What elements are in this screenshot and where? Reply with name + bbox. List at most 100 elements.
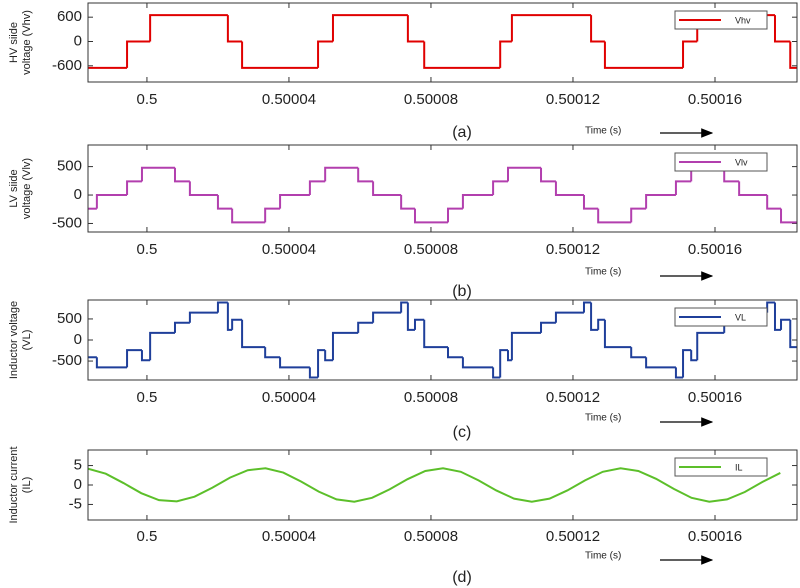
caption: (c) <box>453 424 472 441</box>
step-segment <box>645 357 676 369</box>
plot-frame <box>87 299 798 381</box>
step-segment <box>140 350 151 362</box>
plot-area <box>88 166 797 224</box>
step-segment <box>331 14 408 42</box>
step-segment <box>400 195 415 210</box>
x-tick-label: 0.50012 <box>546 528 600 545</box>
step-segment <box>674 367 684 379</box>
step-segment <box>241 319 266 349</box>
x-axis-label: Time (s) <box>585 126 621 137</box>
plot-frame <box>87 449 798 521</box>
step-segment <box>324 350 333 362</box>
step-segment <box>126 180 142 196</box>
legend-label: VL <box>735 312 746 322</box>
legend-label: Vhv <box>735 15 751 25</box>
x-tick-label: 0.50016 <box>688 91 742 108</box>
y-axis-label: voltage (Vhv) <box>21 10 33 75</box>
step-segment <box>372 311 402 323</box>
y-axis-label: (VL) <box>21 330 33 351</box>
step-segment <box>773 15 791 43</box>
step-segment <box>499 40 512 68</box>
step-segment <box>216 195 233 210</box>
step-segment <box>789 319 797 349</box>
step-segment <box>231 208 266 224</box>
subplot: -5 0 5 0.5 0.50004 0.50008 0.50012 0.50016 IL Ind… <box>8 446 798 586</box>
step-segment <box>773 302 782 331</box>
y-axis-label: voltage (Vlv) <box>21 158 33 219</box>
step-segment <box>406 15 425 43</box>
step-segment <box>590 302 599 331</box>
y-tick-label: 0 <box>74 331 82 348</box>
step-segment <box>372 181 402 197</box>
plot-frame <box>87 2 798 83</box>
step-segment <box>423 319 449 349</box>
x-tick-label: 0.50008 <box>404 91 458 108</box>
x-tick-label: 0.50008 <box>404 241 458 258</box>
step-segment <box>630 347 647 359</box>
x-tick-label: 0.50012 <box>546 389 600 406</box>
y-axis-label: LV siide <box>8 169 20 207</box>
step-segment <box>492 180 509 196</box>
caption: (b) <box>452 283 472 300</box>
step-segment <box>738 181 768 197</box>
step-segment <box>317 40 333 68</box>
y-tick-label: 0 <box>74 32 82 49</box>
step-segment <box>357 167 374 183</box>
step-segment <box>173 167 190 183</box>
step-segment <box>789 41 797 69</box>
step-segment <box>723 167 740 183</box>
step-segment <box>682 349 692 378</box>
x-axis-label: Time (s) <box>585 267 621 278</box>
step-segment <box>645 194 676 209</box>
y-tick-label: -500 <box>52 214 82 231</box>
step-segment <box>690 350 698 362</box>
y-tick-label: 0 <box>74 186 82 203</box>
step-segment <box>492 367 501 379</box>
step-segment <box>126 349 142 368</box>
x-tick-label: 0.50004 <box>262 389 316 406</box>
x-tick-label: 0.50004 <box>262 241 316 258</box>
series-line <box>88 467 781 503</box>
plot-area <box>88 467 781 503</box>
x-tick-label: 0.50016 <box>688 528 742 545</box>
caption: (d) <box>452 569 472 586</box>
step-segment <box>510 331 542 361</box>
step-segment <box>447 207 463 223</box>
legend-label: IL <box>735 462 743 472</box>
step-segment <box>264 207 281 223</box>
y-tick-label: -500 <box>52 352 82 369</box>
x-tick-label: 0.50016 <box>688 389 742 406</box>
step-segment <box>308 367 319 379</box>
plot-frame <box>87 144 798 233</box>
x-tick-label: 0.50012 <box>546 241 600 258</box>
step-segment <box>682 40 698 68</box>
step-segment <box>582 195 599 210</box>
y-axis-label: HV siide <box>8 22 20 63</box>
subplot: -600 0 600 0.5 0.50004 0.50008 0.50012 0.50016 V… <box>8 2 798 141</box>
x-tick-label: 0.5 <box>137 389 158 406</box>
step-segment <box>582 301 592 313</box>
step-segment <box>140 166 175 182</box>
step-segment <box>461 194 494 209</box>
step-segment <box>499 349 509 378</box>
step-segment <box>780 208 797 224</box>
step-segment <box>461 357 494 369</box>
step-segment <box>188 181 218 197</box>
legend-label: Vlv <box>735 157 748 167</box>
step-segment <box>216 301 228 313</box>
step-segment <box>357 321 374 333</box>
step-segment <box>447 347 463 359</box>
step-segment <box>95 194 128 209</box>
step-segment <box>413 318 425 330</box>
step-segment <box>279 357 310 369</box>
x-axis-label: Time (s) <box>585 551 621 562</box>
x-tick-label: 0.50004 <box>262 528 316 545</box>
y-tick-label: 500 <box>57 310 82 327</box>
x-tick-label: 0.50004 <box>262 91 316 108</box>
step-segment <box>603 41 684 69</box>
y-tick-label: 600 <box>57 8 82 25</box>
step-segment <box>597 318 605 330</box>
step-segment <box>597 208 632 224</box>
step-segment <box>188 311 218 323</box>
